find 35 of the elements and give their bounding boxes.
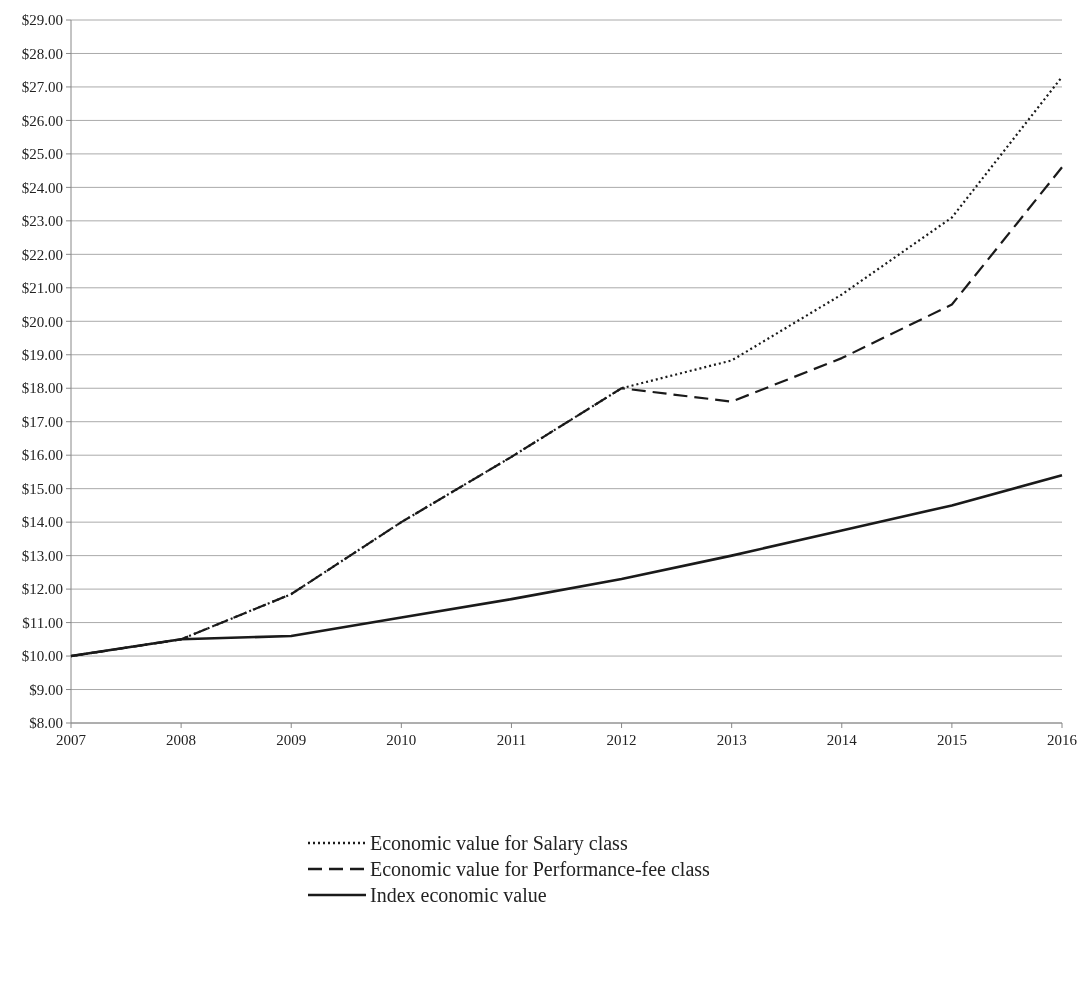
legend-label: Economic value for Salary class [370,832,628,855]
x-tick-label: 2010 [386,732,417,748]
y-tick-label: $16.00 [21,447,63,464]
y-tick-label: $24.00 [21,179,63,196]
y-tick-label: $9.00 [29,681,63,698]
y-tick-label: $17.00 [21,413,63,430]
y-tick-label: $28.00 [21,45,63,62]
x-tick-label: 2009 [276,732,307,748]
x-tick-label: 2008 [166,732,197,748]
x-tick-label: 2011 [496,732,527,748]
legend-label: Index economic value [370,884,547,906]
y-tick-label: $29.00 [21,12,63,29]
y-tick-label: $10.00 [21,648,63,665]
x-tick-label: 2013 [716,732,747,748]
y-tick-label: $14.00 [21,514,63,531]
y-tick-label: $13.00 [21,547,63,564]
y-tick-label: $15.00 [21,480,63,497]
x-tick-label: 2007 [56,732,87,748]
x-tick-label: 2015 [936,732,967,748]
y-tick-label: $26.00 [21,112,63,129]
y-tick-label: $19.00 [21,347,63,364]
y-tick-label: $8.00 [29,715,63,732]
x-tick-label: 2012 [606,732,637,748]
y-tick-label: $25.00 [21,146,63,163]
y-tick-label: $11.00 [22,614,63,631]
y-tick-label: $20.00 [21,313,63,330]
x-tick-label: 2014 [826,732,858,748]
y-tick-label: $18.00 [21,380,63,397]
legend-label: Economic value for Performance-fee class [370,858,711,880]
y-tick-label: $21.00 [21,280,63,297]
y-tick-label: $27.00 [21,79,63,96]
y-tick-label: $23.00 [21,213,63,230]
y-tick-label: $22.00 [21,246,63,263]
x-tick-label: 2016 [1047,732,1078,748]
y-tick-label: $12.00 [21,581,63,598]
